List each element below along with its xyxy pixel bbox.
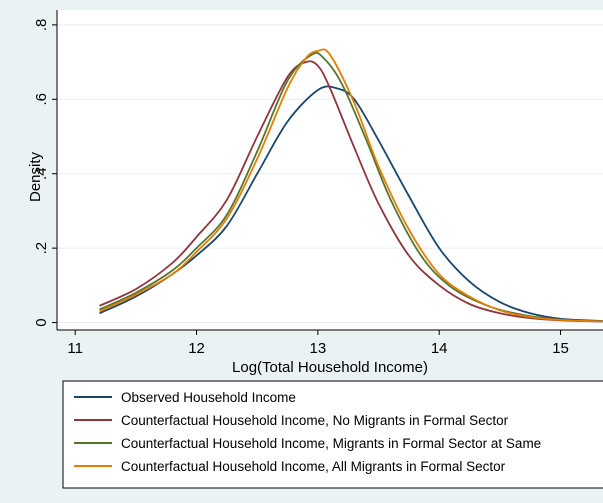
legend-label: Counterfactual Household Income, Migrant… bbox=[121, 436, 541, 451]
series-line-4 bbox=[99, 48, 603, 323]
x-tick-label: 14 bbox=[431, 340, 448, 357]
x-tick-label: 13 bbox=[310, 340, 327, 357]
x-ticks: 11 12 13 14 15 bbox=[67, 330, 569, 357]
y-tick-label: .8 bbox=[33, 19, 50, 32]
series-line-2 bbox=[99, 60, 603, 323]
y-tick-label: .2 bbox=[33, 242, 50, 255]
y-tick-label: .6 bbox=[33, 93, 50, 106]
y-tick-label: 0 bbox=[33, 318, 50, 326]
series-lines bbox=[99, 48, 603, 323]
x-axis-title: Log(Total Household Income) bbox=[232, 359, 428, 376]
y-tick-label: .4 bbox=[33, 167, 50, 180]
plot-region bbox=[57, 10, 603, 330]
legend-label: Counterfactual Household Income, No Migr… bbox=[121, 413, 509, 428]
legend: Observed Household Income Counterfactual … bbox=[74, 390, 541, 474]
x-tick-label: 12 bbox=[188, 340, 205, 357]
y-axis-title: Density bbox=[27, 151, 44, 202]
legend-label: Observed Household Income bbox=[121, 390, 296, 405]
legend-label: Counterfactual Household Income, All Mig… bbox=[121, 459, 506, 474]
grid-lines bbox=[57, 24, 603, 324]
y-ticks: 0 .2 .4 .6 .8 bbox=[33, 19, 57, 327]
x-tick-label: 15 bbox=[552, 340, 569, 357]
legend-box bbox=[62, 380, 603, 489]
x-tick-label: 11 bbox=[67, 340, 83, 357]
